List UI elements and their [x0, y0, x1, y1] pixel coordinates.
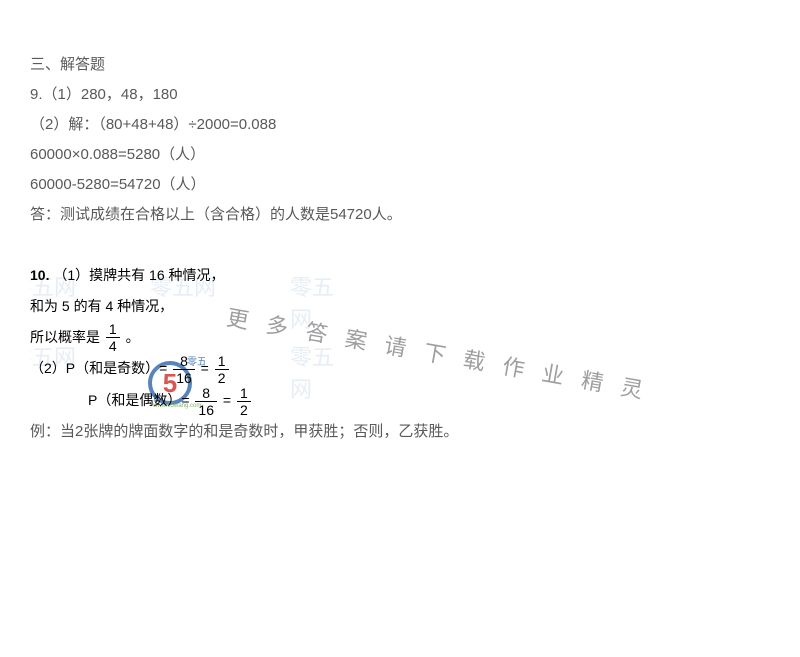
- q9-answer: 答：测试成绩在合格以上（含合格）的人数是54720人。: [30, 200, 770, 230]
- page: 三、解答题 9.（1）280，48，180 （2）解：（80+48+48）÷20…: [0, 0, 800, 467]
- q9-line2: （2）解：（80+48+48）÷2000=0.088: [30, 110, 770, 140]
- q10-l1-text: （1）摸牌共有 16 种情况，: [53, 267, 224, 283]
- frac-den: 2: [237, 401, 251, 417]
- q9-line3: 60000×0.088=5280（人）: [30, 140, 770, 170]
- q10-example: 例：当2张牌的牌面数字的和是奇数时，甲获胜；否则，乙获胜。: [30, 417, 770, 447]
- fraction-8-16: 8 16: [173, 354, 195, 385]
- fraction-8-16-b: 8 16: [195, 386, 217, 417]
- q10-line4: （2）P（和是奇数）= 8 16 = 1 2: [30, 353, 340, 385]
- frac-den: 2: [215, 369, 229, 385]
- q9-line4: 60000-5280=54720（人）: [30, 170, 770, 200]
- q10-line3: 所以概率是 1 4 。: [30, 322, 340, 354]
- section-heading: 三、解答题: [30, 50, 770, 80]
- q10-block: 零五网 零五网 零五网 零五网 零五网 零五网 零五网 5 零五网 www.05…: [30, 260, 340, 417]
- frac-num: 8: [173, 354, 195, 369]
- q10-l3a: 所以概率是: [30, 329, 100, 345]
- q9-line1: 9.（1）280，48，180: [30, 80, 770, 110]
- frac-num: 1: [237, 386, 251, 401]
- q10-l3b: 。: [126, 329, 140, 345]
- fraction-1-4: 1 4: [106, 322, 120, 353]
- q10-number: 10.: [30, 267, 49, 283]
- frac-num: 8: [195, 386, 217, 401]
- q10-l5a: P（和是偶数）=: [88, 392, 190, 408]
- eq-sign: =: [201, 360, 213, 376]
- frac-den: 16: [173, 369, 195, 385]
- q10-l4a: （2）P（和是奇数）=: [30, 360, 167, 376]
- frac-den: 4: [106, 337, 120, 353]
- q10-line5: P（和是偶数）= 8 16 = 1 2: [30, 385, 340, 417]
- eq-sign: =: [223, 392, 235, 408]
- frac-num: 1: [215, 354, 229, 369]
- q10-line2: 和为 5 的有 4 种情况，: [30, 291, 340, 322]
- q10-line1: 10. （1）摸牌共有 16 种情况，: [30, 260, 340, 291]
- fraction-1-2-b: 1 2: [237, 386, 251, 417]
- spacer: [30, 230, 770, 260]
- frac-den: 16: [195, 401, 217, 417]
- fraction-1-2: 1 2: [215, 354, 229, 385]
- frac-num: 1: [106, 322, 120, 337]
